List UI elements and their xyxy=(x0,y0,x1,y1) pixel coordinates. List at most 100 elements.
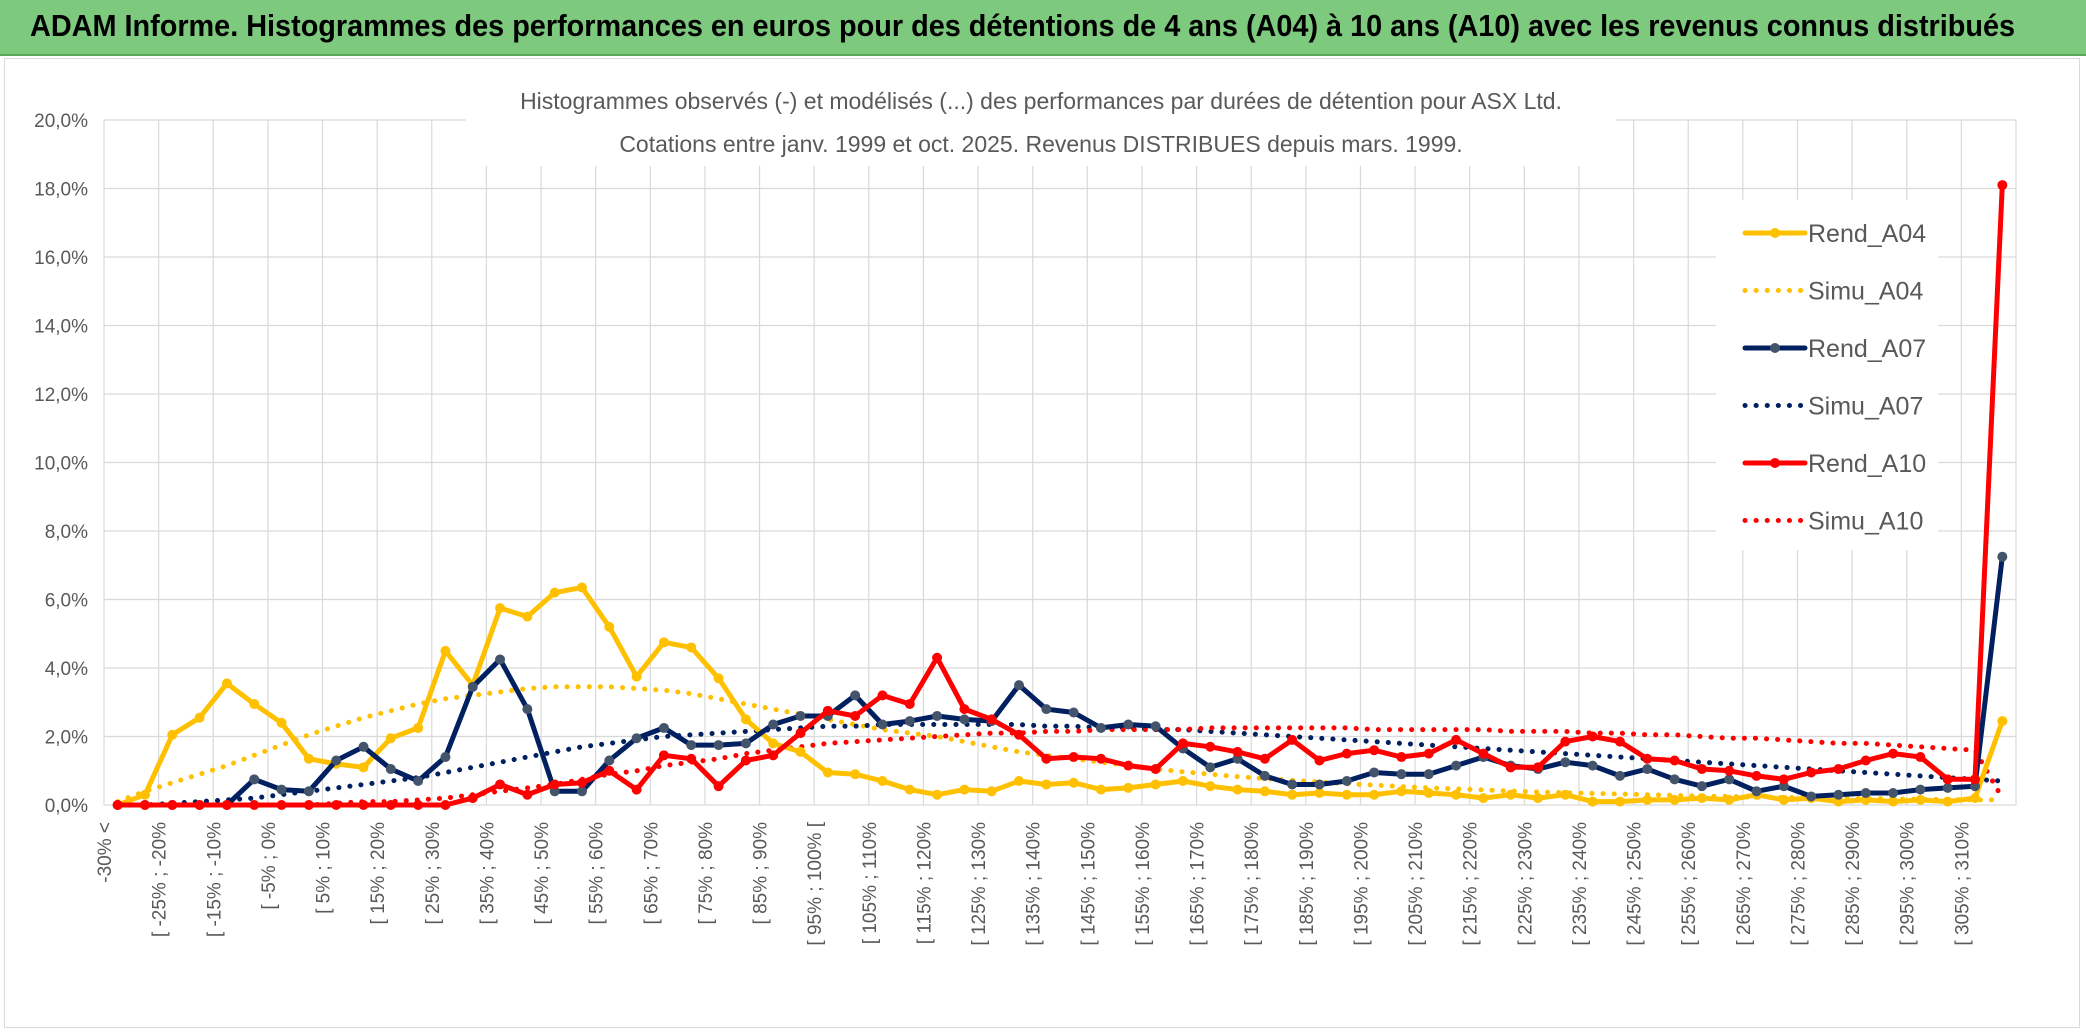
chart-title-line2: Cotations entre janv. 1999 et oct. 2025.… xyxy=(619,131,1462,157)
data-point xyxy=(522,704,533,715)
data-point xyxy=(440,752,451,763)
x-tick-label: [ 125% ; 130% xyxy=(969,822,990,946)
data-point xyxy=(986,714,997,725)
data-point xyxy=(1287,779,1298,790)
data-point xyxy=(1669,794,1680,805)
series-rend-a10 xyxy=(112,180,2008,810)
x-tick-label: [ 285% ; 290% xyxy=(1843,822,1864,946)
x-tick-label: [ 45% ; 50% xyxy=(532,822,553,925)
data-point xyxy=(1806,791,1817,802)
data-point xyxy=(1997,716,2008,727)
data-point xyxy=(1533,793,1543,804)
legend-item-rend-a07: Rend_A07 xyxy=(1742,335,1926,363)
data-point xyxy=(877,690,888,701)
data-point xyxy=(822,705,833,716)
data-point xyxy=(495,779,506,790)
data-point xyxy=(331,755,342,766)
data-point xyxy=(1614,770,1625,781)
x-tick-label: [ 55% ; 60% xyxy=(587,822,608,925)
data-point xyxy=(1587,731,1598,742)
legend-label: Rend_A04 xyxy=(1808,220,1926,248)
data-point xyxy=(1423,748,1434,759)
data-point xyxy=(686,753,697,764)
data-point xyxy=(850,690,861,701)
x-tick-label: [ 25% ; 30% xyxy=(423,822,444,925)
data-point xyxy=(877,776,888,787)
title-banner: ADAM Informe. Histogrammes des performan… xyxy=(0,0,2086,56)
data-point xyxy=(850,710,861,721)
data-point xyxy=(1423,788,1434,799)
data-point xyxy=(877,719,888,730)
data-point xyxy=(1778,794,1789,805)
data-point xyxy=(1560,736,1571,747)
data-point xyxy=(1150,721,1161,732)
data-point xyxy=(1150,764,1161,775)
data-point xyxy=(795,710,806,721)
data-point xyxy=(385,800,396,810)
data-point xyxy=(221,800,232,810)
x-tick-label: [ 85% ; 90% xyxy=(751,822,772,925)
data-point xyxy=(1396,769,1407,780)
data-point xyxy=(413,800,424,810)
data-point xyxy=(631,671,642,682)
data-point xyxy=(358,762,369,773)
x-axis-ticks: -30% < [ -25% ; -20% [ -15% ; -10% [ -5% ; … xyxy=(95,821,1973,945)
data-point xyxy=(1669,774,1680,785)
x-tick-label: [ 75% ; 80% xyxy=(696,822,717,925)
data-point xyxy=(549,779,560,790)
data-point xyxy=(1915,794,1926,805)
data-point xyxy=(768,719,779,730)
data-point xyxy=(1614,736,1625,747)
data-point xyxy=(1560,789,1571,800)
data-point xyxy=(303,786,314,797)
data-point xyxy=(358,741,369,752)
data-point xyxy=(1396,786,1407,797)
data-point xyxy=(740,714,751,725)
data-point xyxy=(1123,760,1134,771)
data-point xyxy=(1095,722,1106,733)
data-point xyxy=(413,722,424,733)
x-tick-label: [ 135% ; 140% xyxy=(1024,822,1045,946)
data-point xyxy=(1614,796,1625,807)
data-point xyxy=(1451,734,1462,745)
series-simu-a10 xyxy=(115,725,2005,808)
x-tick-label: [ 195% ; 200% xyxy=(1351,822,1372,946)
data-point xyxy=(822,767,833,778)
chart-title-line1: Histogrammes observés (-) et modélisés (… xyxy=(520,88,1562,114)
data-point xyxy=(413,776,424,787)
x-tick-label: [ 15% ; 20% xyxy=(368,822,389,925)
data-point xyxy=(440,645,451,656)
data-point xyxy=(194,712,205,723)
series-rend-a04 xyxy=(112,582,2008,810)
data-point xyxy=(904,784,915,795)
data-point xyxy=(1014,776,1025,787)
data-point xyxy=(1341,789,1352,800)
data-point xyxy=(1505,789,1516,800)
data-point xyxy=(1642,764,1653,775)
x-tick-label: [ 185% ; 190% xyxy=(1297,822,1318,946)
data-point xyxy=(1778,774,1789,785)
data-point xyxy=(1369,767,1380,778)
legend-item-rend-a04: Rend_A04 xyxy=(1742,220,1926,248)
x-tick-label: [ 205% ; 210% xyxy=(1406,822,1427,946)
data-point xyxy=(658,722,669,733)
page-title: ADAM Informe. Histogrammes des performan… xyxy=(30,8,2016,43)
series-line xyxy=(115,182,2005,808)
data-point xyxy=(1369,745,1380,756)
data-point xyxy=(577,582,587,593)
x-tick-label: [ -25% ; -20% xyxy=(150,822,171,937)
data-point xyxy=(303,800,314,810)
chart-title-box: Histogrammes observés (-) et modélisés (… xyxy=(466,76,1616,166)
data-point xyxy=(1123,782,1134,793)
data-point xyxy=(1888,748,1899,759)
data-point xyxy=(112,800,123,810)
data-point xyxy=(522,611,533,622)
series xyxy=(112,180,2008,810)
x-tick-label: [ 175% ; 180% xyxy=(1242,822,1263,946)
data-point xyxy=(713,673,724,684)
data-point xyxy=(1205,741,1216,752)
data-point xyxy=(604,755,615,766)
data-point xyxy=(358,800,369,810)
x-tick-label: [ 215% ; 220% xyxy=(1461,822,1482,946)
